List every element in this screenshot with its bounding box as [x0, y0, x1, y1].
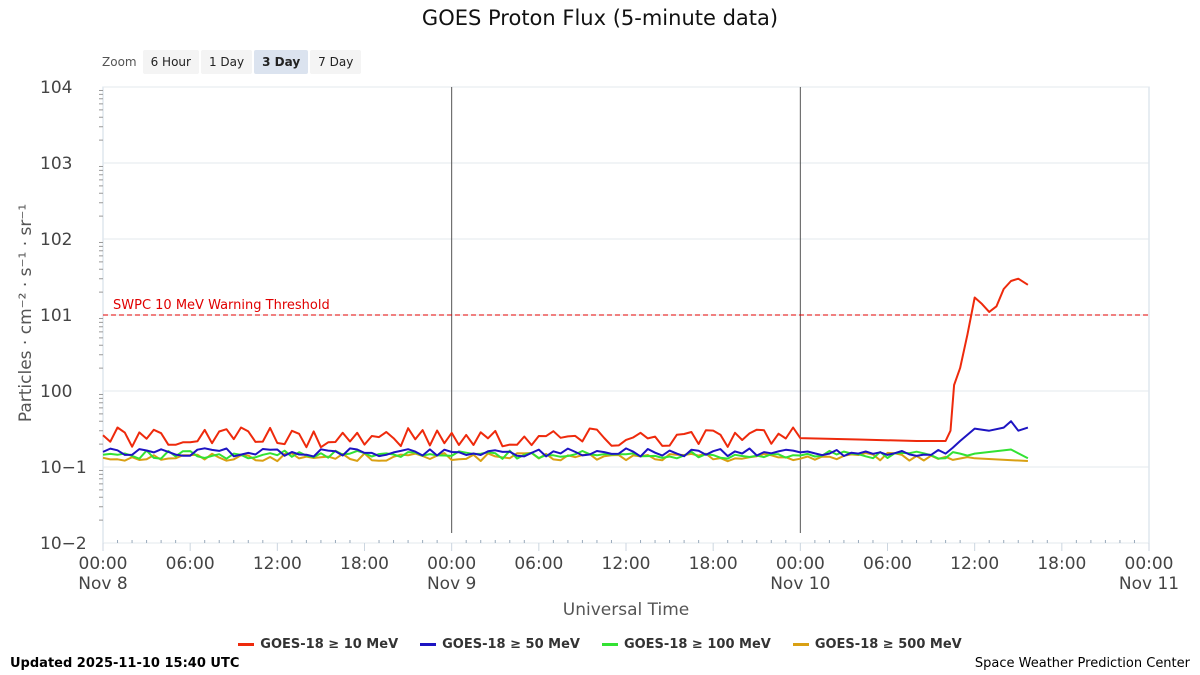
x-tick-time: 06:00 [514, 554, 563, 574]
x-axis-title: Universal Time [563, 600, 689, 620]
y-axis-title: Particles · cm⁻² · s⁻¹ · sr⁻¹ [16, 204, 36, 422]
legend-item[interactable]: GOES-18 ≥ 50 MeV [420, 637, 580, 652]
series-line [102, 277, 1029, 449]
zoom-1-day-button[interactable]: 1 Day [200, 50, 253, 74]
x-tick-time: 00:00 [427, 554, 476, 574]
x-tick-date: Nov 11 [1119, 574, 1179, 594]
x-tick-time: 18:00 [340, 554, 389, 574]
x-tick-time: 12:00 [602, 554, 651, 574]
legend-label: GOES-18 ≥ 50 MeV [442, 637, 580, 652]
x-tick-time: 06:00 [166, 554, 215, 574]
x-tick-date: Nov 8 [78, 574, 127, 594]
x-tick-date: Nov 9 [427, 574, 476, 594]
x-tick-time: 00:00 [79, 554, 128, 574]
chart-legend: GOES-18 ≥ 10 MeV GOES-18 ≥ 50 MeV GOES-18 … [0, 637, 1200, 652]
zoom-label: Zoom [102, 55, 137, 69]
legend-swatch [601, 643, 618, 646]
y-tick-label: 10−1 [40, 458, 87, 478]
legend-item[interactable]: GOES-18 ≥ 500 MeV [792, 637, 962, 652]
x-tick-time: 18:00 [689, 554, 738, 574]
zoom-selector: Zoom 6 Hour 1 Day 3 Day 7 Day [102, 50, 362, 74]
y-tick-label: 102 [40, 230, 72, 250]
x-tick-time: 18:00 [1037, 554, 1086, 574]
x-tick-date: Nov 10 [770, 574, 830, 594]
legend-label: GOES-18 ≥ 500 MeV [814, 637, 962, 652]
chart-title: GOES Proton Flux (5-minute data) [421, 6, 779, 30]
x-tick-time: 12:00 [950, 554, 999, 574]
legend-swatch [238, 643, 255, 646]
x-tick-time: 06:00 [863, 554, 912, 574]
y-tick-label: 10−2 [40, 534, 87, 554]
zoom-7-day-button[interactable]: 7 Day [310, 50, 362, 74]
legend-item[interactable]: GOES-18 ≥ 10 MeV [238, 637, 398, 652]
legend-label: GOES-18 ≥ 10 MeV [260, 637, 399, 652]
zoom-3-day-button[interactable]: 3 Day [254, 50, 309, 74]
legend-item[interactable]: GOES-18 ≥ 100 MeV [601, 637, 771, 652]
series-line [102, 420, 1029, 458]
legend-label: GOES-18 ≥ 100 MeV [623, 637, 771, 652]
credit-text: Space Weather Prediction Center [974, 656, 1190, 671]
warning-threshold-label: SWPC 10 MeV Warning Threshold [113, 298, 330, 313]
x-tick-time: 00:00 [776, 554, 825, 574]
updated-timestamp: Updated 2025-11-10 15:40 UTC [10, 656, 240, 671]
y-tick-label: 100 [40, 382, 72, 402]
legend-swatch [792, 643, 809, 646]
x-tick-time: 12:00 [253, 554, 302, 574]
y-tick-label: 101 [40, 306, 72, 326]
x-tick-time: 00:00 [1125, 554, 1174, 574]
y-tick-label: 103 [40, 154, 72, 174]
legend-swatch [420, 643, 437, 646]
y-tick-label: 104 [40, 78, 72, 98]
zoom-6-hour-button[interactable]: 6 Hour [142, 50, 199, 74]
